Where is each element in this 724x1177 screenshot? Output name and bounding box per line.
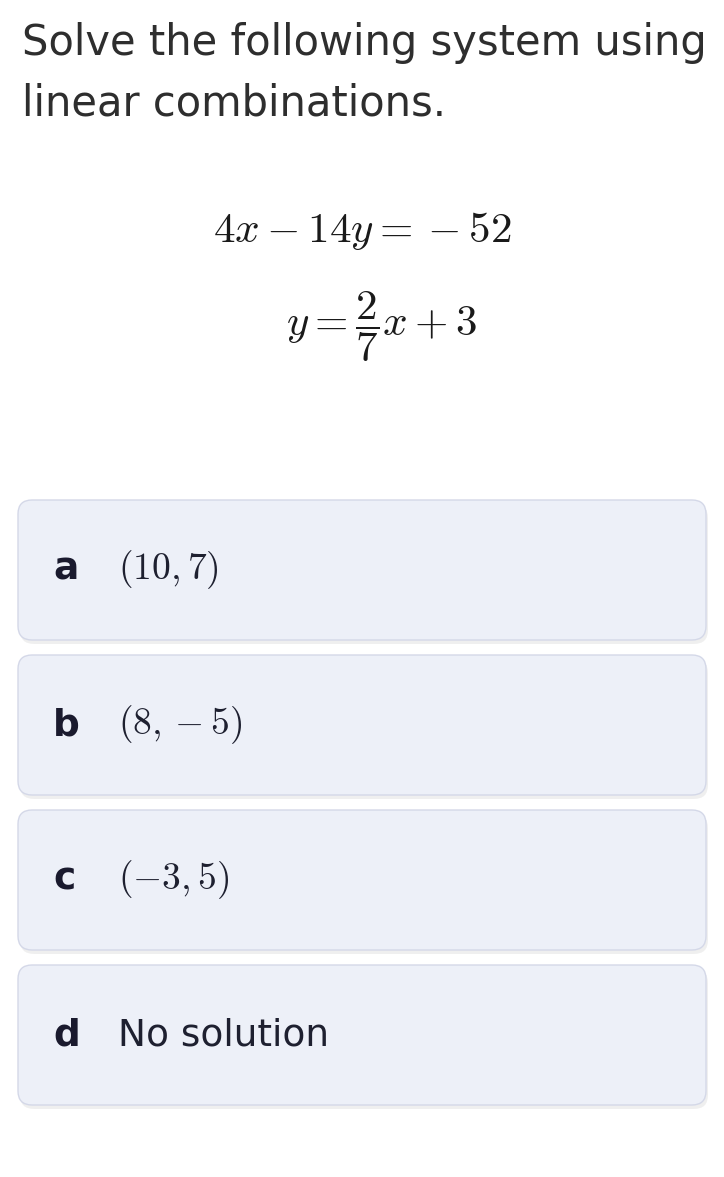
FancyBboxPatch shape xyxy=(20,814,708,955)
FancyBboxPatch shape xyxy=(18,965,706,1105)
Text: b: b xyxy=(53,707,80,743)
Text: a: a xyxy=(53,552,78,588)
Text: c: c xyxy=(53,862,75,898)
FancyBboxPatch shape xyxy=(18,500,706,640)
FancyBboxPatch shape xyxy=(20,969,708,1109)
Text: $(8, -5)$: $(8, -5)$ xyxy=(118,704,243,746)
Text: linear combinations.: linear combinations. xyxy=(22,82,446,124)
FancyBboxPatch shape xyxy=(18,654,706,794)
Text: Solve the following system using: Solve the following system using xyxy=(22,22,707,64)
FancyBboxPatch shape xyxy=(20,659,708,799)
FancyBboxPatch shape xyxy=(18,810,706,950)
Text: $4x - 14y = -52$: $4x - 14y = -52$ xyxy=(213,210,511,252)
Text: $(-3, 5)$: $(-3, 5)$ xyxy=(118,858,230,902)
Text: $y = \dfrac{2}{7}x + 3$: $y = \dfrac{2}{7}x + 3$ xyxy=(286,290,478,365)
Text: No solution: No solution xyxy=(118,1017,329,1053)
FancyBboxPatch shape xyxy=(20,504,708,644)
Text: d: d xyxy=(53,1017,80,1053)
Text: $(10, 7)$: $(10, 7)$ xyxy=(118,548,219,591)
